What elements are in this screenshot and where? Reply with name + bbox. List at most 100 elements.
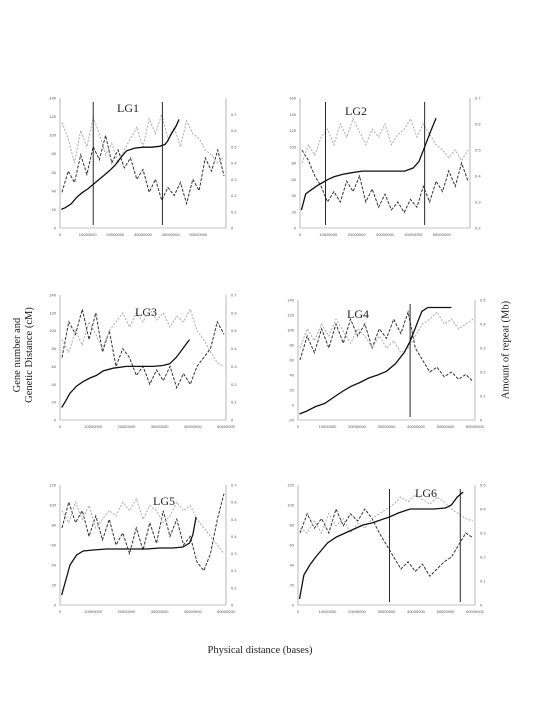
y-tick-label: 140	[287, 298, 294, 303]
y2-tick-label: 0	[231, 603, 234, 608]
y2-tick-label: 0.2	[231, 193, 237, 198]
y-tick-label: -20	[288, 418, 295, 423]
y-tick-label: 120	[49, 310, 56, 315]
y-tick-label: 160	[289, 96, 296, 101]
y2-tick-label: 0.6	[231, 310, 237, 315]
x-tick-label: 50000000	[217, 424, 236, 429]
y2-tick-label: 0.5	[231, 328, 237, 333]
y-tick-label: 100	[287, 503, 294, 508]
y2-tick-label: 0.1	[480, 394, 486, 399]
y2-tick-label: 0.6	[231, 128, 237, 133]
x-tick-label: 40000000	[184, 609, 203, 614]
x-tick-label: 10000000	[319, 232, 338, 237]
x-tick-label: 40000000	[184, 424, 203, 429]
repeat-line-light	[301, 117, 469, 164]
x-tick-label: 30000000	[378, 609, 397, 614]
x-tick-label: 30000000	[151, 609, 170, 614]
y2-tick-label: 0.3	[231, 177, 237, 182]
y2-tick-label: 0.7	[231, 293, 237, 298]
x-tick-label: 40000000	[162, 232, 181, 237]
y2-tick-label: 0.1	[231, 209, 237, 214]
y-tick-label: 60	[52, 364, 57, 369]
y-tick-label: 60	[292, 177, 297, 182]
repeat-line-dark	[299, 507, 474, 578]
y2-tick-label: 0.4	[231, 161, 237, 166]
x-tick-label: 40000000	[407, 424, 426, 429]
chart-title: LG1	[117, 101, 139, 115]
chart-title: LG2	[345, 104, 367, 118]
y-tick-label: 140	[49, 96, 56, 101]
x-tick-label: 10000000	[84, 609, 103, 614]
y2-tick-label: 0.4	[480, 322, 486, 327]
x-tick-label: 0	[297, 424, 300, 429]
x-tick-label: 30000000	[134, 232, 153, 237]
y-tick-label: 20	[52, 400, 57, 405]
x-axis-label: Physical distance (bases)	[207, 645, 313, 656]
y2-tick-label: 0.7	[231, 112, 237, 117]
y-tick-label: 100	[49, 503, 56, 508]
x-tick-label: 10000000	[319, 609, 338, 614]
chart-title: LG4	[347, 307, 369, 321]
left-axis-label-line2: Genetic Distance (cM)	[24, 307, 35, 403]
y2-tick-label: 0.3	[231, 364, 237, 369]
x-tick-label: 60000000	[466, 609, 485, 614]
gene-number-line	[61, 119, 180, 210]
left-axis-label-line1: Gene number and	[12, 317, 23, 393]
y-tick-label: 140	[289, 112, 296, 117]
y2-tick-label: 0.5	[231, 144, 237, 149]
repeat-line-dark	[61, 493, 225, 572]
x-tick-label: 0	[299, 232, 302, 237]
y2-tick-label: 0.7	[475, 96, 481, 101]
y-tick-label: 0	[292, 603, 295, 608]
y-tick-label: 0	[54, 418, 57, 423]
y-tick-label: 80	[52, 523, 57, 528]
x-tick-label: 60000000	[466, 424, 485, 429]
y-tick-label: 0	[292, 403, 295, 408]
chart-panel-6: 0 20 40 60 80 100 120 0 0.1 0.2 0.3 0.4 0.5 0 10000000…	[287, 483, 486, 615]
x-tick-label: 0	[59, 424, 62, 429]
y-tick-label: 80	[292, 161, 297, 166]
y-tick-label: 40	[52, 188, 57, 193]
y-tick-label: 60	[52, 170, 57, 175]
y-tick-label: 40	[290, 373, 295, 378]
x-tick-label: 0	[59, 609, 62, 614]
left-axis-label: Gene number and Genetic Distance (cM)	[12, 307, 36, 403]
y-tick-label: 60	[290, 358, 295, 363]
gene-number-line	[300, 118, 437, 211]
chart-panel-3: 0 20 40 60 80 100 120 140 0 0.1 0.2 0.3 0.4 0.5 0.6 0.7…	[49, 293, 237, 430]
y2-tick-label: 0.2	[480, 555, 486, 560]
y-tick-label: 80	[290, 523, 295, 528]
chart-panel-1: 0 20 40 60 80 100 120 140 0 0.1 0.2 0.3 0.4 0.5 0.6 0.7…	[49, 96, 237, 238]
y2-tick-label: 0	[480, 418, 483, 423]
y-tick-label: 100	[49, 328, 56, 333]
repeat-line-dark	[299, 310, 474, 382]
y-tick-label: 0	[54, 603, 57, 608]
y-tick-label: 80	[290, 343, 295, 348]
y-tick-label: 0	[54, 226, 57, 231]
repeat-line-light	[61, 497, 225, 554]
y2-tick-label: 0.1	[231, 400, 237, 405]
x-tick-label: 40000000	[407, 609, 426, 614]
y2-tick-label: 0.6	[231, 500, 237, 505]
gene-number-line	[61, 339, 191, 408]
y2-tick-label: 0.4	[231, 534, 237, 539]
chart-panel-2: 0 20 40 60 80 100 120 140 160 0.2 0.3 0.4 0.5 0.6 0.7 0…	[289, 96, 481, 238]
y-tick-label: 120	[287, 313, 294, 318]
gene-number-line	[299, 306, 452, 415]
y-tick-label: 140	[49, 293, 56, 298]
repeat-line-dark	[301, 149, 469, 214]
y-tick-label: 120	[289, 128, 296, 133]
y-tick-label: 120	[49, 114, 56, 119]
x-tick-label: 40000000	[404, 232, 423, 237]
repeat-line-dark	[61, 135, 225, 206]
x-tick-label: 30000000	[376, 232, 395, 237]
chart-panel-5: 0 20 40 60 80 100 120 0 0.1 0.2 0.3 0.4 0.5 0.6 0.7 0 10…	[49, 483, 237, 615]
x-tick-label: 20000000	[348, 424, 367, 429]
x-tick-label: 20000000	[106, 232, 125, 237]
repeat-line-light	[299, 493, 474, 535]
y-tick-label: 40	[52, 563, 57, 568]
y-tick-label: 120	[49, 483, 56, 488]
y2-tick-label: 0.7	[231, 483, 237, 488]
